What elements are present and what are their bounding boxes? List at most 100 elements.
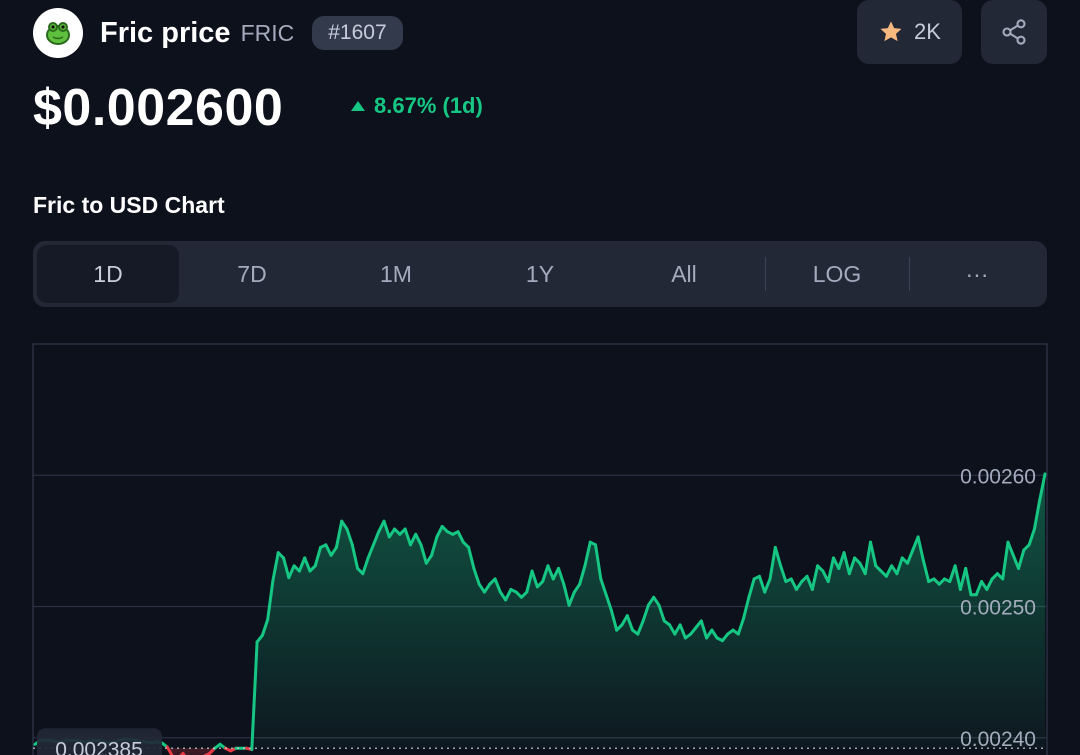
price-line-segment	[350, 543, 360, 570]
price-line-segment	[652, 595, 661, 607]
fric-logo-icon	[33, 8, 83, 58]
price-line-segment	[408, 532, 418, 547]
tab-7d[interactable]: 7D	[237, 260, 267, 287]
price-line-segment	[594, 543, 603, 581]
price-line-segment	[842, 551, 851, 576]
price-line-segment	[472, 566, 481, 586]
chart-section-title: Fric to USD Chart	[33, 192, 225, 218]
price-line-segment	[414, 532, 423, 547]
triangle-up-icon	[351, 101, 365, 111]
y-tick-label: 0.00250	[960, 597, 1036, 620]
share-icon	[1002, 19, 1026, 45]
chart-frame	[32, 343, 1048, 755]
price-line-segment	[847, 556, 857, 576]
price-line-segment	[287, 564, 296, 580]
price-line-segment	[572, 582, 582, 594]
tab-log[interactable]: LOG	[812, 260, 862, 287]
price-line-segment	[868, 540, 878, 568]
tab-all[interactable]: All	[671, 260, 697, 287]
price-line-segment	[541, 564, 550, 584]
price-line-segment	[826, 556, 835, 584]
tab-1m[interactable]: 1M	[380, 260, 412, 287]
price-line-segment	[641, 603, 650, 623]
price-line-segment	[953, 564, 962, 591]
price-line-segment	[456, 530, 465, 544]
price-line-segment	[636, 619, 645, 636]
coin-symbol: FRIC	[240, 19, 295, 46]
price-line-segment	[668, 623, 677, 636]
y-tick-label: 0.00240	[960, 728, 1036, 751]
price-line-segment	[604, 593, 613, 612]
price-line-segment	[699, 619, 709, 640]
price-change-value: 8.67% (1d)	[374, 93, 483, 118]
open-price-label-box	[37, 728, 162, 755]
price-line-segment	[736, 616, 746, 636]
price-line-segment	[599, 577, 608, 597]
price-line-segment	[403, 527, 412, 547]
price-line-segment	[1038, 472, 1047, 502]
price-line-segment	[763, 577, 772, 594]
price-line-segment	[1027, 527, 1036, 547]
price-line-segment	[583, 540, 592, 568]
price-line-segment	[678, 623, 687, 640]
price-line-segment	[779, 564, 788, 584]
price-line-segment	[742, 595, 751, 620]
price-line-segment	[557, 566, 566, 586]
price-line-segment	[435, 524, 444, 539]
price-line-segment	[366, 543, 375, 560]
tab-more[interactable]: ···	[965, 260, 989, 287]
price-line-segment	[895, 556, 904, 576]
watchlist-count: 2K	[914, 19, 941, 44]
price-line-segment	[361, 556, 370, 576]
price-line-segment	[1006, 540, 1015, 557]
price-line-segment	[985, 577, 994, 591]
price-line-segment	[773, 545, 783, 568]
price-line-segment	[282, 556, 291, 580]
price-line-segment	[974, 580, 984, 597]
current-price: $0.002600	[33, 79, 284, 137]
star-icon	[880, 21, 902, 42]
price-line-segment	[313, 545, 323, 568]
price-change: 8.67% (1d)	[350, 93, 483, 119]
price-line-segment	[424, 553, 434, 565]
price-line-segment	[609, 608, 619, 632]
price-line-segment	[964, 566, 973, 597]
price-line-segment	[334, 519, 344, 549]
share-button[interactable]	[981, 0, 1047, 64]
price-line-segment	[382, 519, 391, 539]
price-line-segment	[419, 543, 428, 565]
price-line-segment	[266, 578, 275, 622]
price-line-segment	[884, 564, 894, 578]
price-line-segment	[530, 569, 539, 589]
price-line-segment	[303, 556, 312, 573]
tab-1y[interactable]: 1Y	[525, 260, 555, 287]
open-price-label: 0.002385	[55, 738, 143, 755]
price-line-segment	[430, 535, 439, 557]
tab-divider	[909, 257, 910, 291]
price-line-segment	[789, 577, 798, 591]
price-line-segment	[340, 519, 349, 531]
price-line-segment	[260, 618, 270, 637]
price-line-segment	[916, 535, 925, 563]
price-line-segment	[546, 564, 555, 581]
coin-title: Fric price FRIC #1607	[100, 14, 403, 52]
price-line-segment	[657, 603, 666, 623]
price-line-segment	[324, 543, 333, 557]
price-line-segment	[768, 545, 777, 581]
price-line-segment	[345, 527, 354, 547]
price-line-segment	[371, 530, 381, 547]
price-line-segment	[250, 640, 259, 752]
price-line-segment	[329, 545, 338, 557]
chart-range-tabs: 1D 7D 1M 1Y All LOG ···	[33, 241, 1047, 307]
watchlist-button[interactable]: 2K	[857, 0, 962, 64]
tab-1d[interactable]: 1D	[37, 245, 179, 303]
coin-name: Fric price	[100, 16, 231, 49]
price-line-segment	[562, 582, 571, 607]
price-line-segment	[921, 559, 931, 584]
price-line-segment	[493, 577, 502, 594]
price-line-segment	[525, 569, 534, 594]
price-line-segment	[297, 556, 307, 573]
price-line-segment	[578, 564, 587, 586]
price-line-segment	[757, 574, 767, 594]
